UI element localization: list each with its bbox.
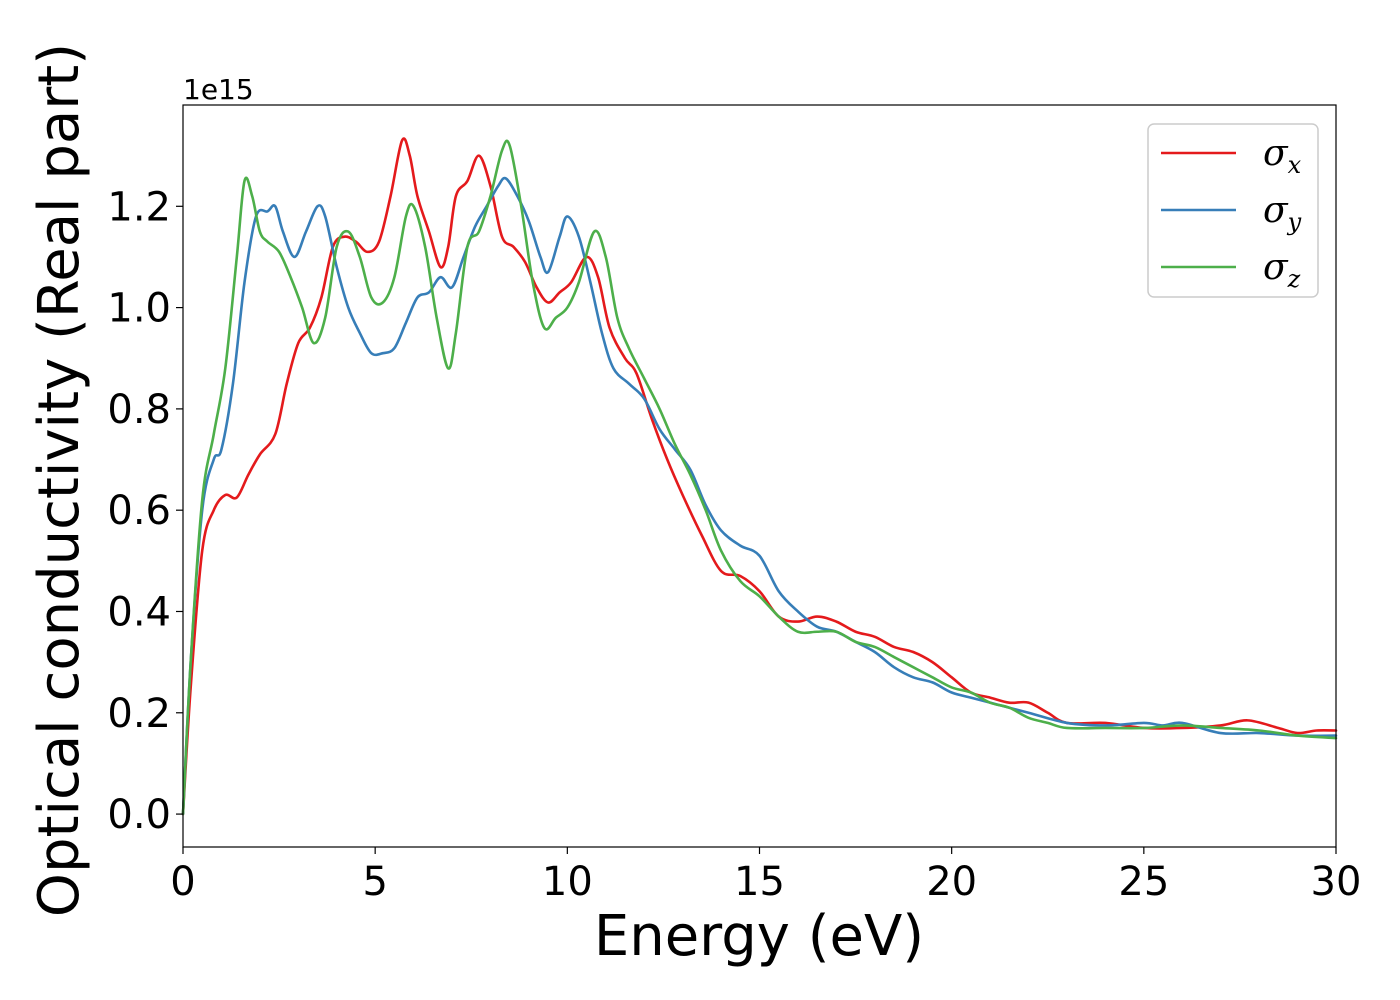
y-tick-label: 0.4 (107, 589, 171, 635)
series-line-y (181, 176, 1338, 816)
legend-symbol: σ (1263, 190, 1289, 231)
plot-area (181, 104, 1338, 848)
legend-symbol: σ (1263, 247, 1289, 288)
y-tick-label: 0.0 (107, 792, 171, 838)
y-tick-label: 0.6 (107, 488, 171, 534)
series-layer (181, 137, 1338, 816)
x-axis-title: Energy (eV) (594, 904, 924, 969)
y-axis-ticks: 0.0 0.2 0.4 0.6 0.8 1.0 1.2 (107, 184, 183, 838)
legend-label-x: σx (1263, 133, 1302, 179)
y-tick-label: 1.0 (107, 286, 171, 332)
x-axis-ticks: 0 5 10 15 20 25 30 (170, 847, 1361, 905)
x-tick-label: 5 (362, 859, 387, 905)
series-line-z (181, 139, 1338, 816)
y-offset-label: 1e15 (183, 73, 254, 106)
x-tick-label: 25 (1118, 859, 1169, 905)
y-tick-label: 0.8 (107, 387, 171, 433)
y-tick-label: 0.2 (107, 691, 171, 737)
legend-subscript: z (1287, 265, 1301, 293)
x-tick-label: 30 (1311, 859, 1362, 905)
legend-subscript: x (1288, 151, 1302, 179)
legend-subscript: y (1287, 208, 1302, 236)
y-axis-title: Optical conductivity (Real part) (27, 43, 92, 917)
y-tick-label: 1.2 (107, 184, 171, 230)
series-line-x (181, 137, 1338, 816)
legend-label-y: σy (1263, 190, 1302, 236)
legend-symbol: σ (1263, 133, 1289, 174)
x-tick-label: 10 (542, 859, 593, 905)
x-tick-label: 15 (734, 859, 785, 905)
x-tick-label: 20 (926, 859, 977, 905)
legend-label-z: σz (1263, 247, 1301, 293)
x-tick-label: 0 (170, 859, 195, 905)
